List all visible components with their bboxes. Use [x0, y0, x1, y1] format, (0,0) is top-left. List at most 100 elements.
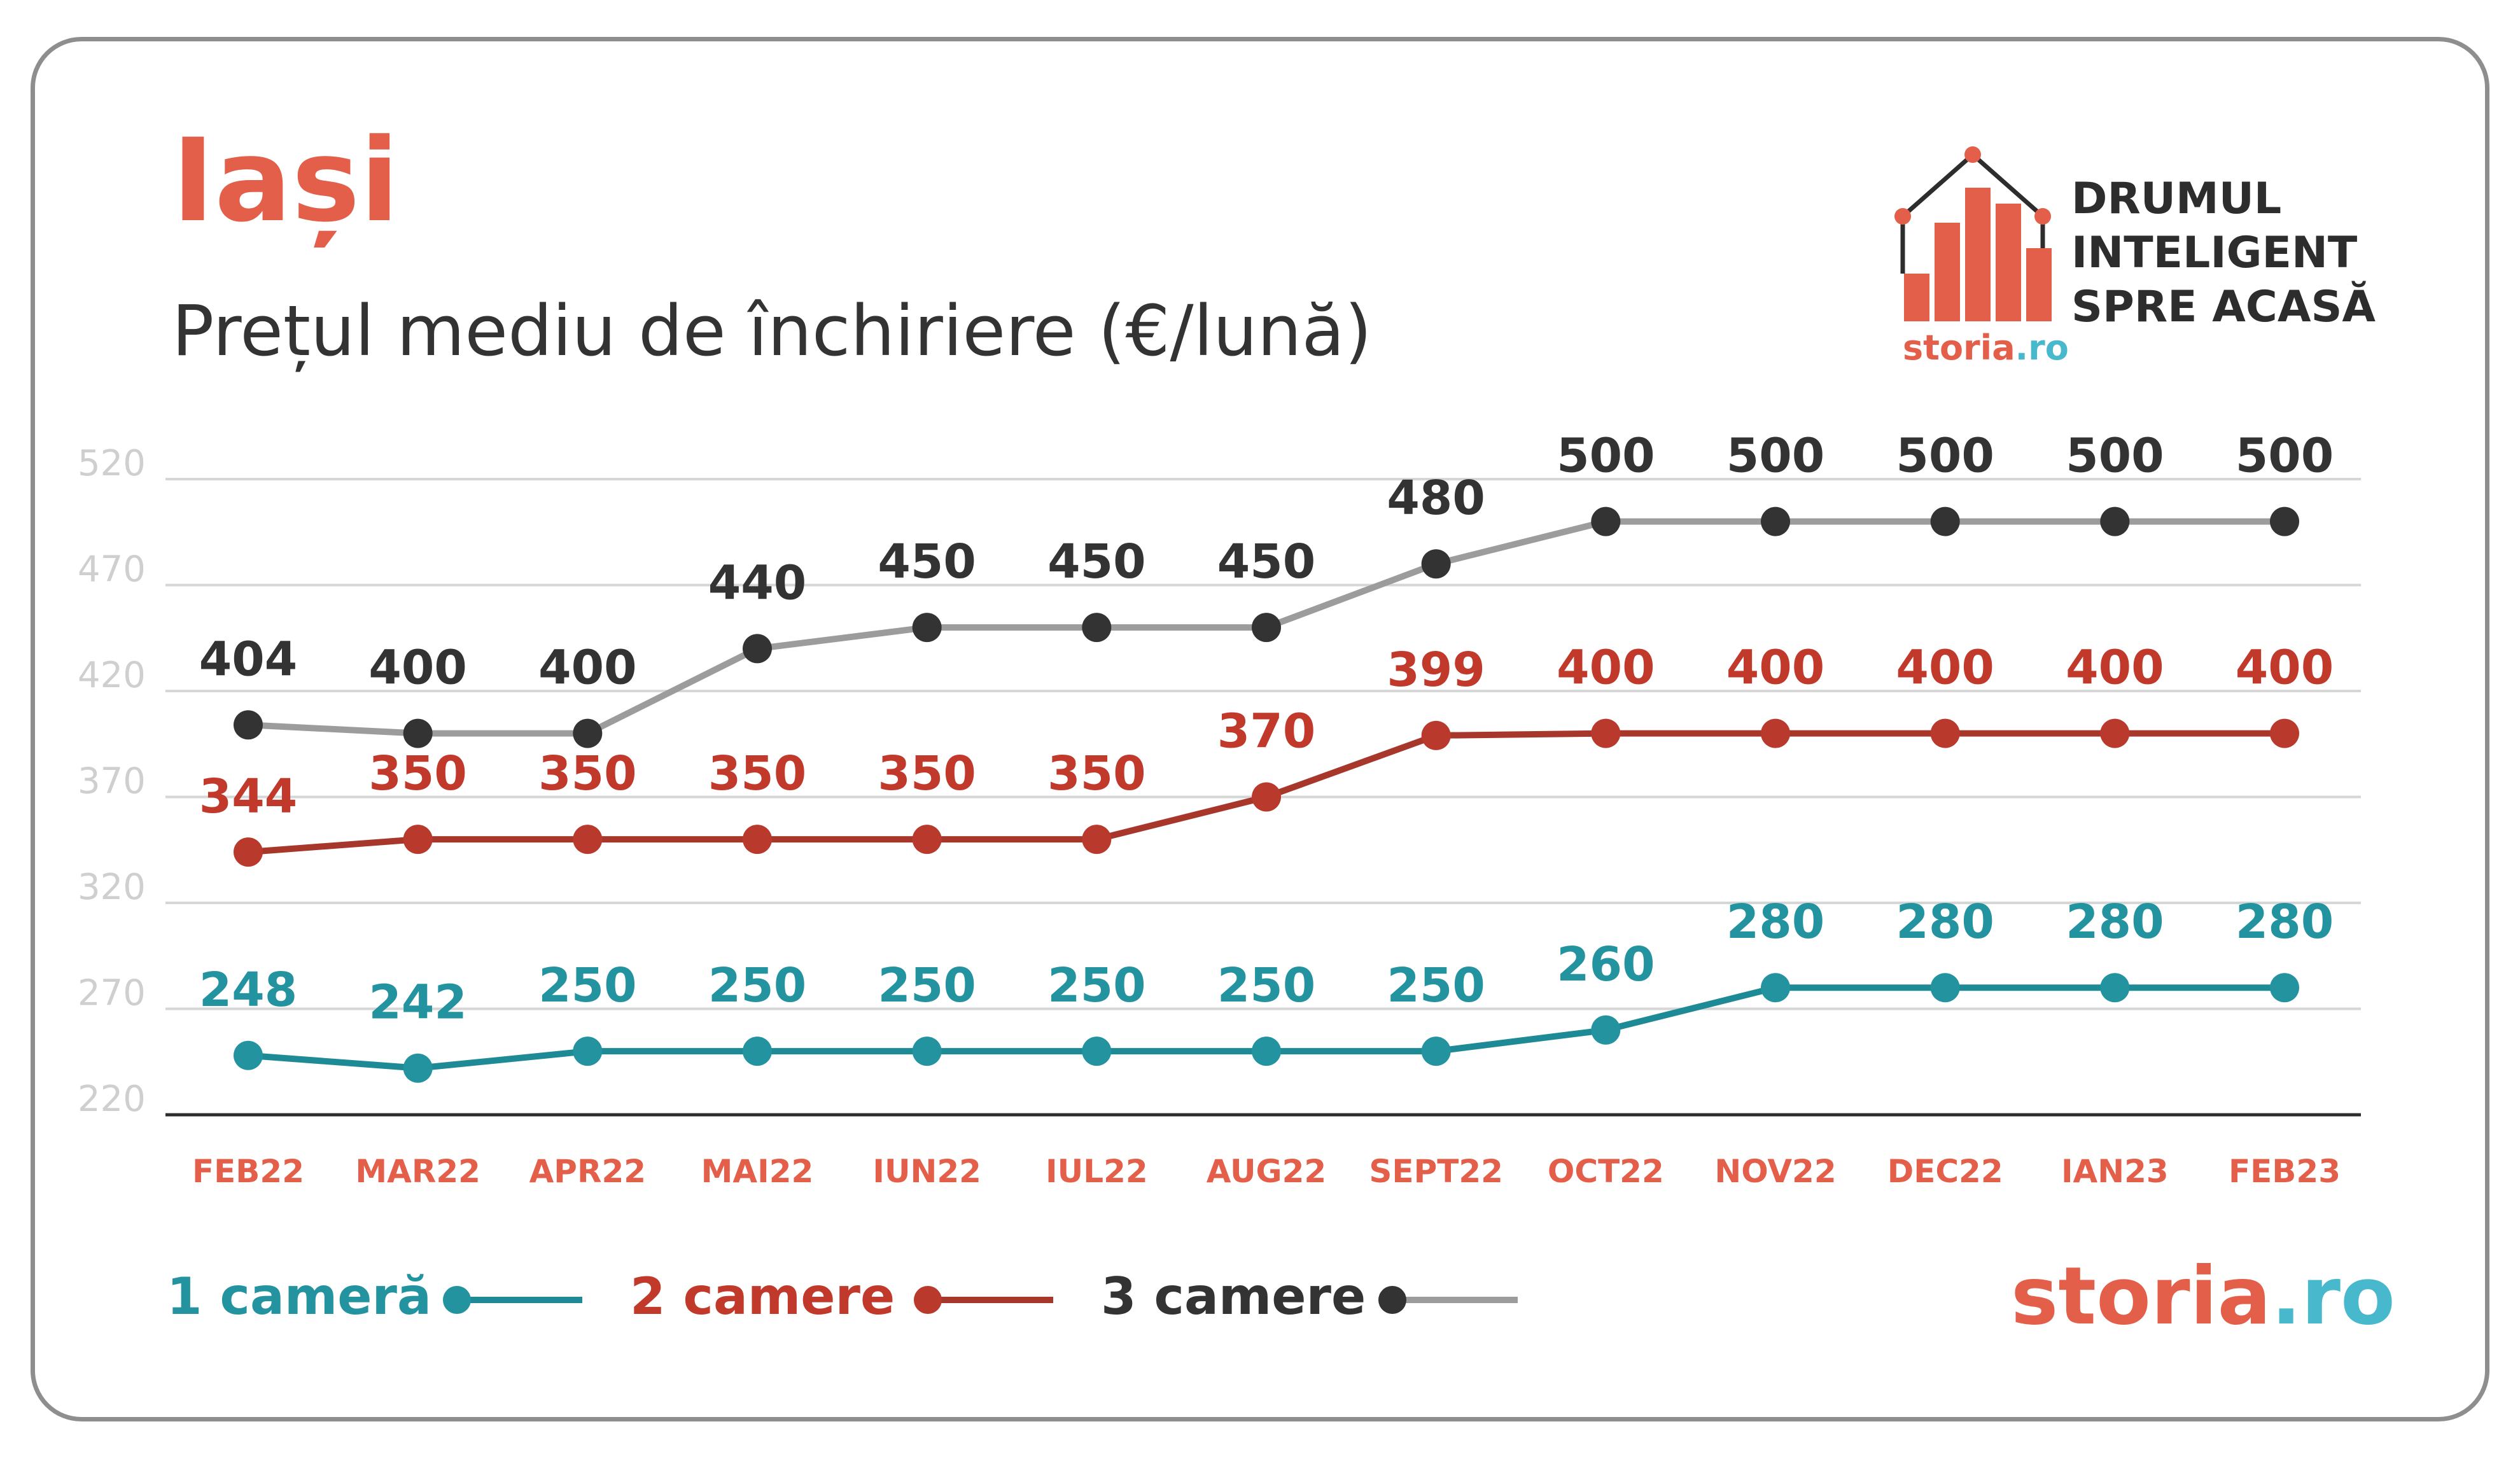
- data-label: 500: [1557, 429, 1655, 484]
- data-label: 248: [199, 963, 297, 1017]
- data-label: 440: [708, 555, 806, 610]
- x-tick-label: DEC22: [1887, 1153, 2003, 1190]
- data-label: 250: [1217, 958, 1315, 1013]
- data-point: [2100, 506, 2130, 536]
- footer-logo-right: .ro: [2271, 1250, 2395, 1343]
- y-tick-label: 470: [78, 549, 146, 590]
- data-point: [1082, 1037, 1112, 1066]
- data-label: 400: [2066, 641, 2164, 695]
- data-label: 399: [1387, 643, 1485, 697]
- brand-tagline-line-3: SPRE ACASĂ: [2071, 282, 2376, 332]
- x-tick-label: MAI22: [701, 1153, 814, 1190]
- brand-tagline-line-1: DRUMUL: [2071, 174, 2282, 224]
- data-label: 350: [1047, 746, 1145, 801]
- x-tick-label: OCT22: [1548, 1153, 1664, 1190]
- data-point: [234, 837, 263, 867]
- data-point: [1082, 613, 1112, 643]
- chart-subtitle: Prețul mediu de închiriere (€/lună): [172, 290, 1372, 372]
- data-label: 500: [2236, 429, 2334, 484]
- legend-marker-1-camera: [443, 1286, 471, 1314]
- data-point: [403, 1053, 433, 1083]
- data-label: 450: [1047, 534, 1145, 589]
- data-point: [573, 1037, 603, 1066]
- x-tick-label: IAN23: [2061, 1153, 2169, 1190]
- data-point: [2100, 973, 2130, 1003]
- data-label: 480: [1387, 471, 1485, 526]
- data-point: [912, 1037, 942, 1066]
- data-label: 400: [2236, 641, 2334, 695]
- data-point: [912, 825, 942, 855]
- data-label: 280: [2066, 895, 2164, 949]
- data-label: 250: [1387, 958, 1485, 1013]
- data-label: 404: [199, 632, 297, 687]
- data-label: 350: [708, 746, 806, 801]
- y-tick-label: 320: [78, 867, 146, 908]
- data-point: [1252, 1037, 1281, 1066]
- data-point: [1082, 825, 1112, 855]
- data-label: 400: [368, 641, 466, 695]
- data-label: 500: [1896, 429, 1994, 484]
- data-point: [1930, 973, 1960, 1003]
- data-label: 350: [878, 746, 976, 801]
- data-label: 242: [368, 975, 466, 1030]
- data-point: [912, 613, 942, 643]
- data-label: 370: [1217, 704, 1315, 759]
- data-point: [1421, 720, 1451, 750]
- brand-tagline: DRUMUL INTELIGENT SPRE ACASĂ: [2071, 172, 2376, 334]
- data-label: 280: [1726, 895, 1824, 949]
- legend-label-3-camere: 3 camere: [1101, 1267, 1366, 1326]
- data-label: 400: [1896, 641, 1994, 695]
- y-tick-label: 220: [78, 1079, 146, 1120]
- x-tick-label: IUN22: [872, 1153, 981, 1190]
- data-point: [234, 1040, 263, 1070]
- data-point: [1761, 973, 1790, 1003]
- y-tick-label: 370: [78, 761, 146, 802]
- data-point: [1591, 718, 1621, 748]
- data-point: [1591, 1015, 1621, 1045]
- y-tick-label: 520: [78, 443, 146, 484]
- x-tick-label: MAR22: [355, 1153, 480, 1190]
- data-point: [403, 825, 433, 855]
- data-label: 400: [1726, 641, 1824, 695]
- data-point: [1761, 718, 1790, 748]
- data-point: [1930, 718, 1960, 748]
- data-label: 350: [538, 746, 636, 801]
- x-tick-label: FEB23: [2229, 1153, 2341, 1190]
- data-label: 250: [878, 958, 976, 1013]
- data-point: [2100, 718, 2130, 748]
- data-label: 500: [1726, 429, 1824, 484]
- card-frame: [31, 37, 2489, 1421]
- data-label: 250: [538, 958, 636, 1013]
- x-tick-label: NOV22: [1714, 1153, 1836, 1190]
- data-point: [1591, 506, 1621, 536]
- data-label: 350: [368, 746, 466, 801]
- brand-logo-small-right: .ro: [2015, 328, 2068, 368]
- data-point: [2270, 506, 2299, 536]
- data-point: [1930, 506, 1960, 536]
- data-label: 450: [1217, 534, 1315, 589]
- data-label: 280: [1896, 895, 1994, 949]
- legend-label-2-camere: 2 camere: [630, 1267, 895, 1326]
- data-point: [1421, 549, 1451, 579]
- footer-logo-left: storia: [2011, 1250, 2271, 1343]
- y-tick-label: 420: [78, 655, 146, 696]
- data-label: 250: [1047, 958, 1145, 1013]
- data-point: [1252, 613, 1281, 643]
- legend-label-1-camera: 1 cameră: [167, 1267, 431, 1326]
- brand-tagline-line-2: INTELIGENT: [2071, 228, 2358, 278]
- data-point: [743, 1037, 772, 1066]
- y-tick-label: 270: [78, 973, 146, 1014]
- data-label: 250: [708, 958, 806, 1013]
- data-point: [2270, 718, 2299, 748]
- data-label: 280: [2236, 895, 2334, 949]
- data-point: [1421, 1037, 1451, 1066]
- data-point: [234, 710, 263, 740]
- x-tick-label: SEPT22: [1369, 1153, 1503, 1190]
- x-tick-label: APR22: [529, 1153, 646, 1190]
- data-point: [573, 718, 603, 748]
- brand-logo-small-left: storia: [1903, 328, 2015, 368]
- svg-text:storia.ro: storia.ro: [1903, 328, 2068, 368]
- data-point: [1761, 506, 1790, 536]
